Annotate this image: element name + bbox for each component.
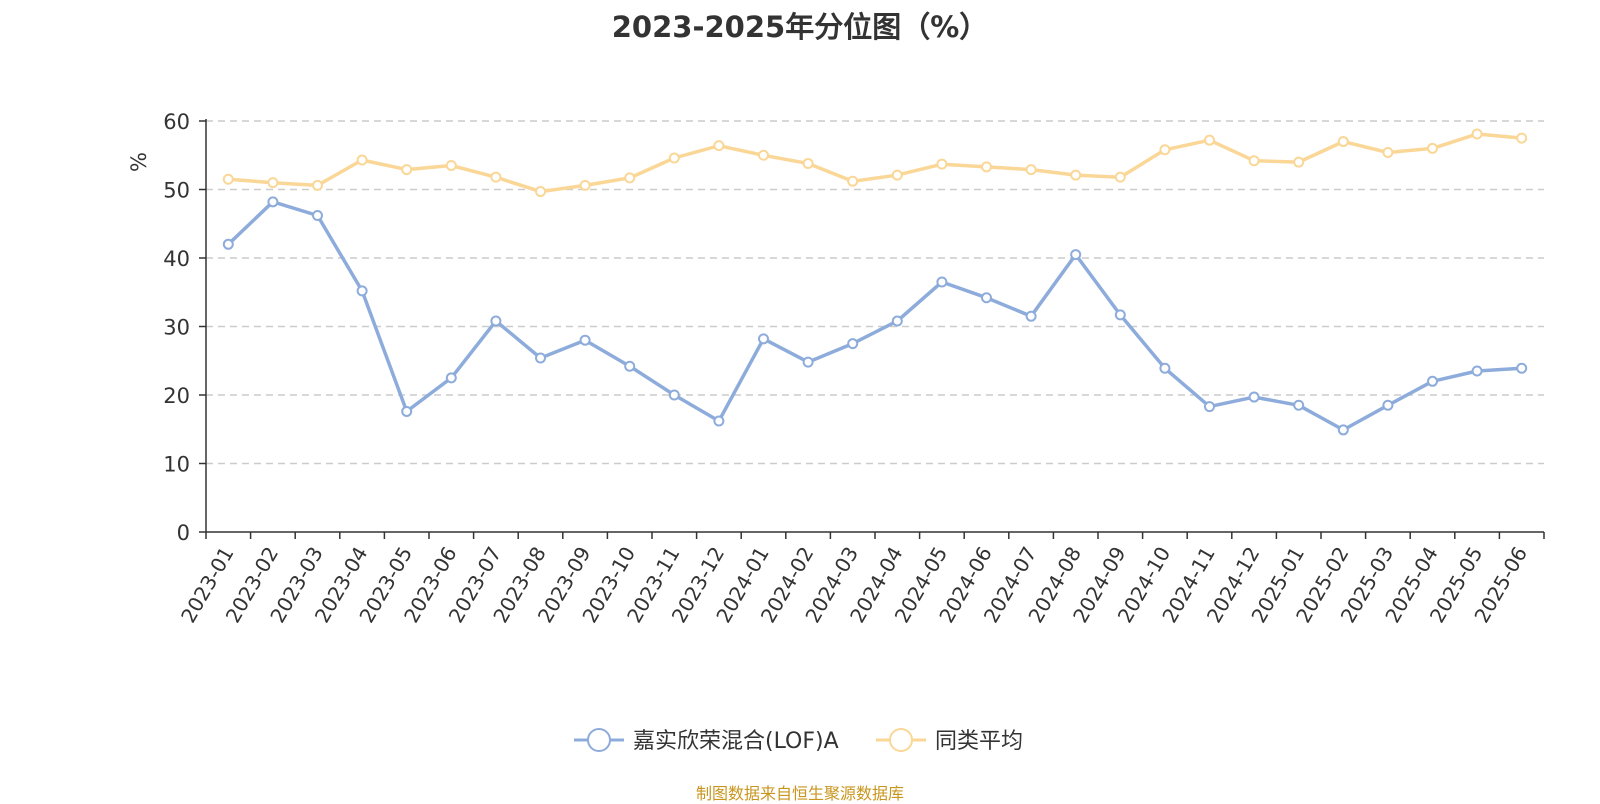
data-point (624, 360, 636, 372)
y-tick-label: 30 (163, 316, 190, 340)
data-point (1427, 142, 1438, 154)
legend-item[interactable]: 嘉实欣荣混合(LOF)A (574, 728, 839, 754)
data-point (1248, 391, 1260, 403)
axes (205, 119, 1544, 533)
data-point (891, 169, 903, 181)
legend-label: 同类平均 (935, 729, 1023, 754)
data-point (1114, 171, 1126, 183)
data-point (267, 177, 279, 189)
legend-swatch-marker (587, 728, 611, 752)
legend-swatch-marker (889, 728, 913, 752)
data-point (356, 285, 368, 297)
y-tick-label: 60 (163, 110, 190, 134)
data-point (1159, 362, 1171, 374)
data-point (981, 161, 992, 173)
series-fund (222, 196, 1528, 436)
data-point (356, 154, 368, 166)
data-point (490, 315, 502, 327)
data-point (401, 405, 413, 417)
data-point (668, 389, 680, 401)
series-line (227, 200, 1522, 432)
y-tick-label: 10 (163, 453, 190, 477)
data-point (758, 149, 769, 161)
data-point (1337, 424, 1349, 436)
legend-item[interactable]: 同类平均 (876, 728, 1023, 754)
y-tick-label: 40 (163, 247, 190, 271)
data-point (624, 172, 636, 184)
data-point (891, 315, 903, 327)
data-point (1337, 136, 1349, 148)
data-point (267, 196, 279, 208)
data-point (1070, 249, 1082, 261)
data-point (1204, 401, 1215, 413)
data-point (535, 352, 546, 364)
data-point (713, 140, 725, 152)
data-point (1382, 147, 1394, 159)
data-point (758, 333, 769, 345)
data-point (445, 372, 457, 384)
y-tick-label: 0 (177, 521, 190, 545)
data-point (802, 356, 814, 368)
y-axis-label: % (127, 152, 151, 172)
legend-label: 嘉实欣荣混合(LOF)A (633, 729, 839, 754)
legend[interactable]: 嘉实欣荣混合(LOF)A 同类平均 (574, 728, 1023, 754)
series-category-average (222, 128, 1528, 198)
data-point (1025, 164, 1037, 176)
data-point (981, 292, 992, 304)
series-line (228, 132, 1522, 194)
data-point (1293, 399, 1305, 411)
data-point (1114, 309, 1126, 321)
y-axis-ticks: 0 10 20 30 40 50 60 (163, 110, 206, 545)
data-point (1070, 169, 1082, 181)
data-point (1382, 399, 1394, 411)
data-point (713, 415, 725, 427)
data-point (535, 186, 546, 198)
data-point (445, 160, 457, 172)
data-point (1471, 128, 1483, 140)
data-point (1471, 365, 1483, 377)
y-tick-label: 20 (163, 384, 190, 408)
chart-title: 2023-2025年分位图（%） (611, 10, 989, 44)
x-axis-ticks: 2023-012023-022023-032023-042023-052023-… (176, 532, 1545, 627)
data-point (312, 179, 323, 191)
data-point (579, 179, 591, 191)
data-point (1516, 362, 1528, 374)
data-point (1159, 144, 1171, 156)
data-point (1427, 375, 1438, 387)
data-point (312, 210, 323, 222)
data-point (222, 238, 234, 250)
data-point (222, 173, 234, 185)
data-point (1293, 156, 1305, 168)
data-point (847, 338, 859, 350)
data-point (668, 152, 680, 164)
data-point (847, 175, 859, 187)
data-point (936, 158, 948, 170)
y-tick-label: 50 (163, 179, 190, 203)
data-point (1248, 155, 1260, 167)
data-source-note: 制图数据来自恒生聚源数据库 (695, 784, 904, 803)
data-point (802, 157, 814, 169)
data-point (1204, 134, 1215, 146)
data-point (579, 334, 591, 346)
data-point (401, 164, 413, 176)
series-group (222, 128, 1528, 436)
data-point (1025, 310, 1037, 322)
data-point (1516, 132, 1528, 144)
data-point (490, 171, 502, 183)
data-point (936, 276, 948, 288)
